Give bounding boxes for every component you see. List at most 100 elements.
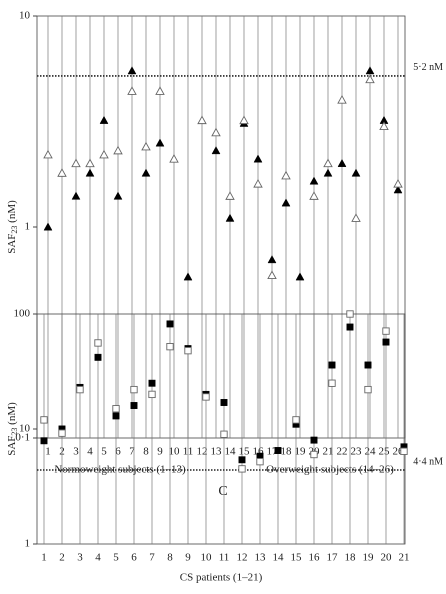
triangle-marker: [127, 86, 137, 95]
square-marker: [40, 416, 48, 424]
x-tick-label: 1: [45, 446, 51, 458]
triangle-marker: [239, 115, 249, 125]
square-marker: [310, 436, 318, 444]
triangle-marker: [295, 272, 305, 281]
x-tick-label: 8: [167, 552, 173, 564]
triangle-marker: [155, 138, 165, 147]
y-tick-label: 10: [19, 423, 31, 435]
square-marker: [202, 393, 210, 401]
square-marker: [148, 379, 156, 387]
triangle-marker: [211, 146, 221, 155]
x-tick-label: 25: [379, 446, 391, 458]
y-axis-label-base: SAF: [6, 234, 18, 254]
x-tick-label: 21: [323, 446, 334, 458]
square-marker: [292, 416, 300, 424]
x-tick-label: 15: [239, 446, 251, 458]
square-marker: [328, 361, 336, 369]
y-axis-label-sub: 23: [10, 226, 19, 234]
square-marker: [184, 347, 192, 355]
x-tick-label: 10: [201, 552, 213, 564]
x-tick-label: 2: [59, 552, 65, 564]
x-tick-label: 5: [101, 446, 107, 458]
x-tick-label: 6: [131, 552, 137, 564]
y-axis-label-base: SAF: [6, 436, 18, 456]
square-marker: [220, 430, 228, 438]
x-tick-label: 24: [365, 446, 377, 458]
reference-label: 4·4 nM: [413, 456, 443, 467]
group-label: Normoweight subjects (1–13): [54, 464, 186, 476]
x-tick-label: 10: [169, 446, 181, 458]
triangle-marker: [211, 127, 221, 137]
square-marker: [364, 361, 372, 369]
square-marker: [112, 405, 120, 413]
x-tick-label: 26: [393, 446, 405, 458]
y-axis-label: SAF23 (nM): [6, 200, 19, 254]
x-tick-label: 3: [77, 552, 83, 564]
square-marker: [346, 323, 354, 331]
x-tick-label: 13: [255, 552, 267, 564]
y-tick-label: 1: [25, 221, 31, 233]
triangle-marker: [253, 154, 263, 163]
triangle-marker: [323, 158, 333, 168]
reference-label: 5·2 nM: [413, 62, 443, 73]
square-marker: [274, 447, 282, 454]
square-marker: [364, 385, 372, 394]
x-tick-label: 23: [351, 446, 363, 458]
x-tick-label: 3: [73, 446, 79, 458]
triangle-marker: [351, 213, 361, 222]
x-tick-label: 14: [273, 552, 285, 564]
triangle-marker: [337, 158, 347, 167]
x-tick-label: 21: [399, 552, 410, 564]
y-axis-label-unit: (nM): [6, 200, 18, 226]
triangle-marker: [337, 95, 347, 104]
square-marker: [382, 327, 390, 335]
x-tick-label: 18: [281, 446, 293, 458]
triangle-marker: [71, 191, 81, 200]
square-marker: [148, 390, 156, 399]
triangle-marker: [57, 168, 67, 177]
triangle-marker: [393, 179, 403, 188]
x-tick-label: 16: [309, 552, 321, 564]
triangle-marker: [169, 154, 179, 163]
square-marker: [58, 429, 66, 437]
x-tick-label: 7: [149, 552, 155, 564]
x-tick-label: 16: [253, 446, 265, 458]
x-tick-label: 13: [211, 446, 223, 458]
triangle-marker: [71, 158, 81, 168]
square-marker: [256, 458, 264, 466]
square-marker: [130, 385, 138, 394]
triangle-marker: [197, 115, 207, 125]
x-tick-label: 4: [95, 552, 101, 564]
x-tick-label: 9: [157, 446, 163, 458]
square-marker: [328, 379, 336, 387]
x-tick-label: 17: [327, 552, 339, 564]
x-tick-label: 9: [185, 552, 191, 564]
triangle-marker: [365, 74, 375, 84]
square-marker: [112, 412, 120, 420]
triangle-marker: [141, 141, 151, 151]
x-tick-label: 19: [363, 552, 375, 564]
square-marker: [130, 402, 138, 409]
x-tick-label: 1: [41, 552, 47, 564]
square-marker: [166, 320, 174, 328]
x-tick-label: 22: [337, 446, 348, 458]
x-tick-label: 8: [143, 446, 149, 458]
y-tick-label: 100: [14, 308, 31, 320]
triangle-marker: [127, 66, 137, 75]
panel-label: C: [218, 484, 227, 499]
square-marker: [346, 310, 354, 318]
triangle-marker: [225, 213, 235, 222]
x-tick-label: 4: [87, 446, 93, 458]
triangle-marker: [99, 149, 109, 159]
triangle-marker: [323, 168, 333, 177]
square-marker: [94, 353, 102, 361]
square-marker: [238, 465, 246, 473]
triangle-marker: [281, 198, 291, 207]
x-tick-label: 11: [219, 552, 230, 564]
square-marker: [238, 456, 246, 464]
x-tick-label: 12: [237, 552, 248, 564]
x-tick-label: 14: [225, 446, 237, 458]
triangle-marker: [281, 170, 291, 180]
triangle-marker: [309, 176, 319, 185]
